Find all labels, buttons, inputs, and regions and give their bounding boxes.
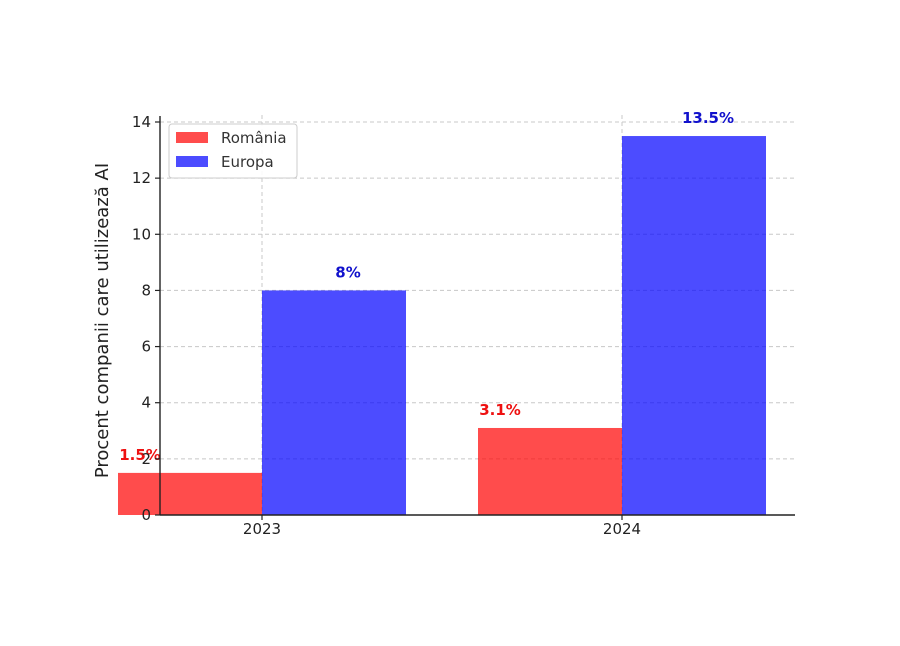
legend-swatch-romania: [176, 132, 208, 143]
y-tick-label: 6: [141, 338, 151, 356]
y-tick-label: 2: [141, 450, 151, 468]
bar-romania-2024: [478, 427, 622, 515]
y-tick-label: 14: [132, 113, 151, 131]
legend: România Europa: [168, 123, 298, 179]
axes: [159, 116, 795, 516]
y-axis-title: Procent companii care utilizează AI: [92, 163, 113, 478]
y-tick-label: 12: [132, 169, 151, 187]
legend-label-romania: România: [221, 129, 287, 147]
bar-europa-2023: [262, 290, 406, 515]
y-tick-label: 8: [141, 281, 151, 299]
tick-labels: 0 2 4 6 8 10 12 14 2023 2024: [132, 113, 641, 538]
y-tick-label: 4: [141, 394, 151, 412]
bars: [118, 136, 766, 516]
legend-label-europa: Europa: [221, 153, 274, 171]
bar-europa-2024: [622, 136, 766, 516]
legend-swatch-europa: [176, 156, 208, 167]
y-tick-label: 0: [141, 506, 151, 524]
x-tick-label: 2023: [243, 520, 281, 538]
x-tick-label: 2024: [603, 520, 641, 538]
data-label-europa-2024: 13.5%: [682, 109, 734, 127]
data-label-europa-2023: 8%: [335, 263, 360, 281]
data-labels: 1.5% 3.1% 8% 13.5%: [119, 109, 734, 464]
y-tick-label: 10: [132, 225, 151, 243]
data-label-romania-2023: 1.5%: [119, 446, 161, 464]
data-label-romania-2024: 3.1%: [479, 401, 521, 419]
bar-romania-2023: [118, 472, 262, 515]
